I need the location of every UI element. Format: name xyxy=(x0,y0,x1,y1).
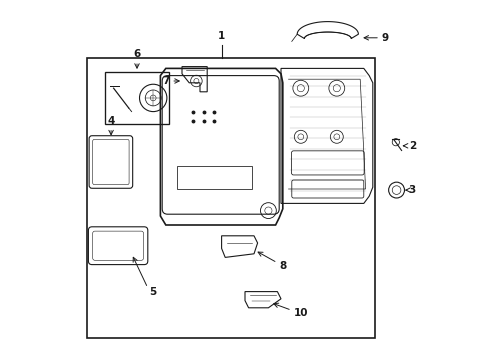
Bar xyxy=(104,72,170,124)
Bar xyxy=(176,166,252,189)
Text: 7: 7 xyxy=(162,76,170,86)
Bar xyxy=(87,58,374,338)
Text: 4: 4 xyxy=(107,116,115,126)
Text: 2: 2 xyxy=(409,141,416,151)
Text: 6: 6 xyxy=(133,49,141,59)
Text: 10: 10 xyxy=(294,308,308,318)
Text: 1: 1 xyxy=(218,31,225,41)
Text: 5: 5 xyxy=(149,287,157,297)
Text: 3: 3 xyxy=(409,185,416,195)
Text: 8: 8 xyxy=(279,261,287,271)
Text: 9: 9 xyxy=(382,33,389,43)
